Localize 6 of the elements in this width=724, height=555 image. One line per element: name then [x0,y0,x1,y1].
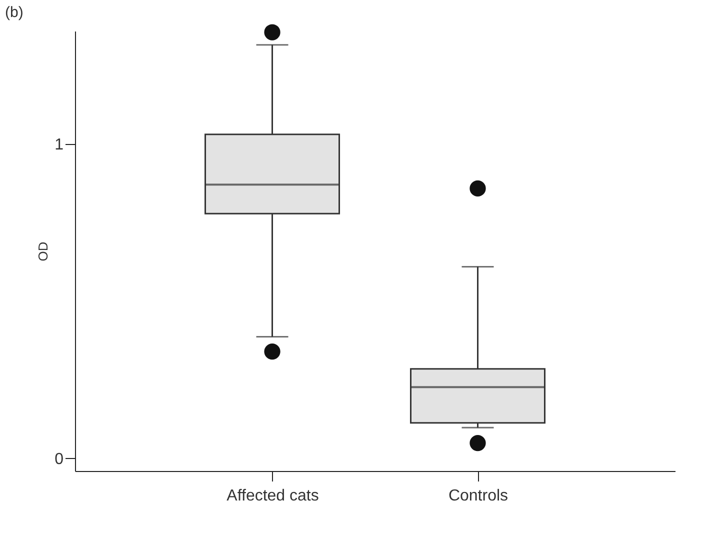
y-axis-title: OD [36,242,51,262]
y-tick-label: 0 [54,450,64,468]
x-tick-label: Controls [448,488,508,504]
y-tick-label: 1 [54,136,64,154]
chart-title: (b) [5,4,24,22]
x-tick-label: Affected cats [226,488,319,504]
